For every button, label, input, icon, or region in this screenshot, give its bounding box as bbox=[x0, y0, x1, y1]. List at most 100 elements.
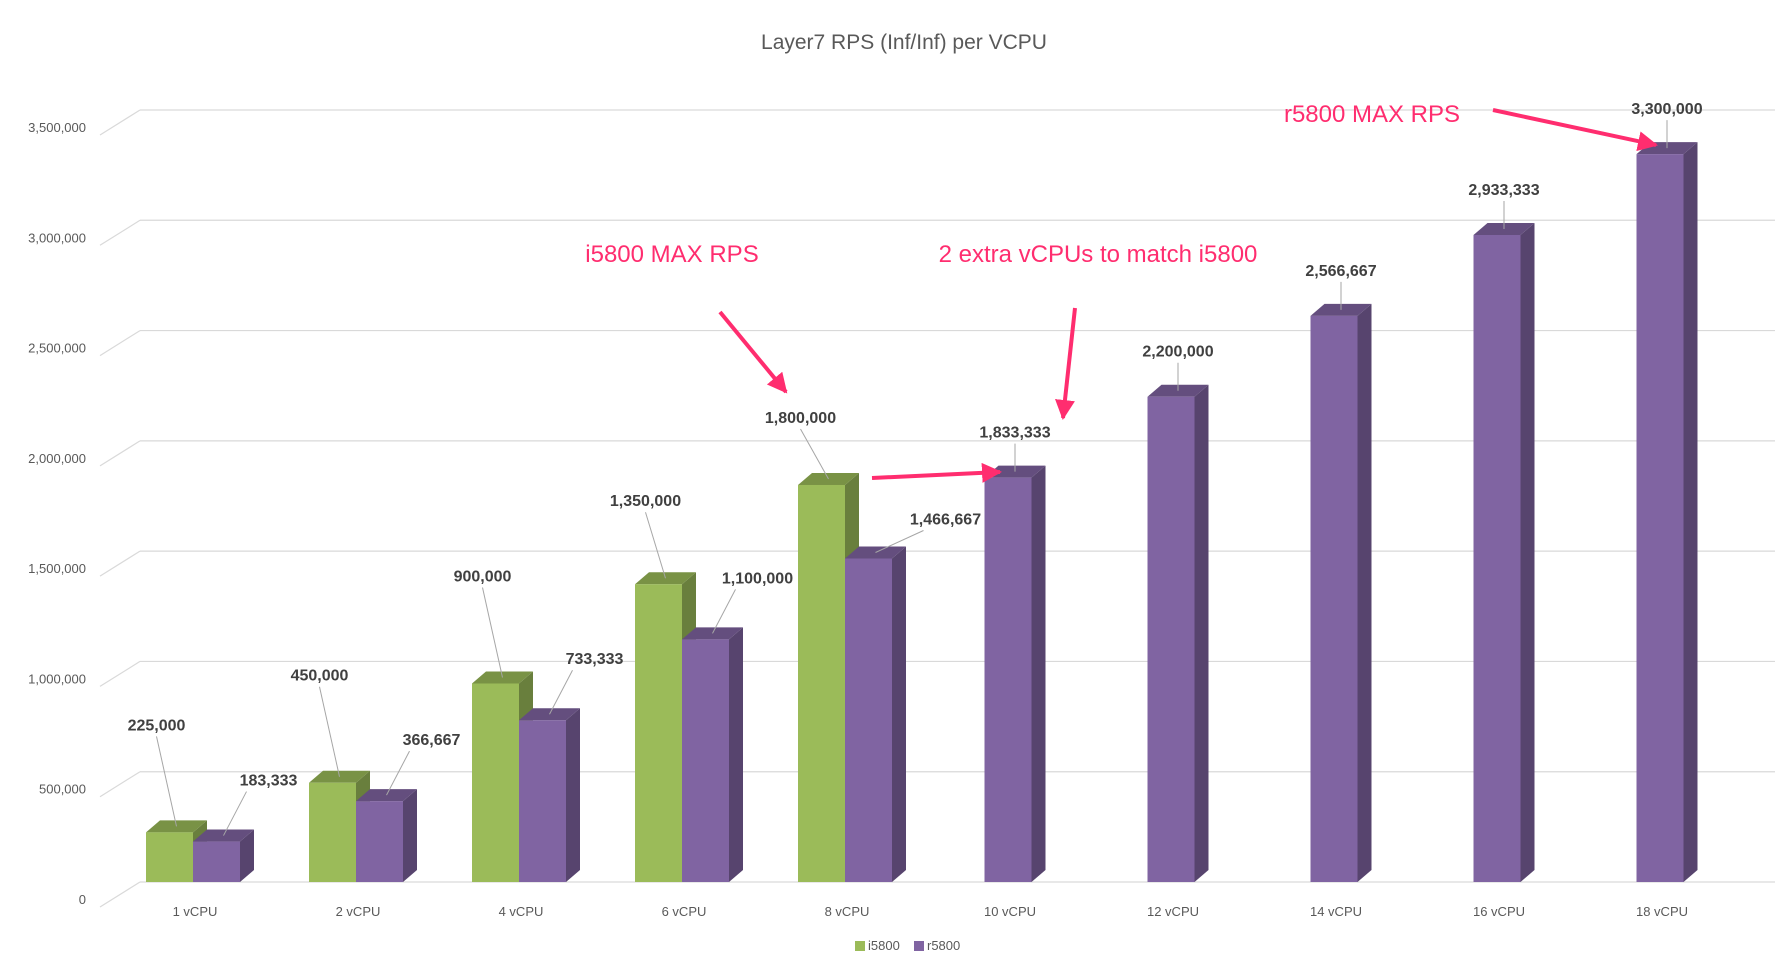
y-tick-label: 1,500,000 bbox=[28, 561, 86, 576]
bar-front bbox=[682, 639, 729, 882]
gridline-depth bbox=[99, 109, 141, 136]
y-tick-label: 2,500,000 bbox=[28, 341, 86, 356]
data-label: 900,000 bbox=[454, 568, 512, 585]
gridline-depth bbox=[99, 660, 141, 687]
y-tick-label: 0 bbox=[79, 892, 86, 907]
bar-side bbox=[1194, 384, 1209, 882]
bar-front bbox=[309, 782, 356, 882]
annotation-match-arrow bbox=[871, 462, 1002, 483]
data-label: 2,566,667 bbox=[1305, 263, 1376, 280]
bar-side bbox=[892, 546, 906, 882]
gridline-depth bbox=[99, 550, 141, 577]
x-tick-label: 1 vCPU bbox=[173, 904, 218, 919]
bar-r5800-18-vcpu[interactable] bbox=[1636, 142, 1698, 883]
leader-line bbox=[875, 530, 924, 553]
annotation-1: i5800 MAX RPS bbox=[585, 241, 788, 394]
leader-line bbox=[386, 750, 410, 796]
bar-r5800-10-vcpu[interactable] bbox=[984, 465, 1046, 882]
data-label: 1,350,000 bbox=[610, 493, 681, 510]
data-label: 3,300,000 bbox=[1631, 101, 1702, 118]
bar-r5800-6-vcpu[interactable] bbox=[682, 627, 743, 882]
bar-front bbox=[356, 801, 403, 882]
bar-r5800-8-vcpu[interactable] bbox=[845, 546, 906, 882]
legend: i5800 r5800 bbox=[855, 938, 960, 953]
bar-front bbox=[1473, 234, 1521, 883]
legend-label: i5800 bbox=[868, 938, 900, 953]
legend-item-r5800: r5800 bbox=[914, 938, 960, 953]
bar-r5800-12-vcpu[interactable] bbox=[1147, 384, 1209, 882]
x-tick-label: 10 vCPU bbox=[984, 904, 1036, 919]
annotation-arrow bbox=[871, 462, 1002, 483]
gridline-depth bbox=[99, 881, 141, 908]
x-tick-label: 14 vCPU bbox=[1310, 904, 1362, 919]
x-tick-label: 6 vCPU bbox=[662, 904, 707, 919]
leader-line bbox=[156, 736, 177, 827]
legend-swatch bbox=[855, 941, 865, 951]
bar-side bbox=[729, 627, 743, 882]
bar-r5800-4-vcpu[interactable] bbox=[519, 708, 580, 882]
leader-line bbox=[549, 670, 573, 715]
y-tick-label: 1,000,000 bbox=[28, 671, 86, 686]
bar-front bbox=[1147, 396, 1195, 882]
bar-front bbox=[1310, 315, 1358, 883]
bar-front bbox=[845, 558, 892, 882]
legend-swatch bbox=[914, 941, 924, 951]
leader-line bbox=[482, 587, 503, 678]
data-label: 1,466,667 bbox=[910, 511, 981, 528]
bar-r5800-16-vcpu[interactable] bbox=[1473, 222, 1535, 883]
data-label: 1,833,333 bbox=[979, 425, 1050, 442]
y-tick-label: 3,500,000 bbox=[28, 120, 86, 135]
gridline-depth bbox=[99, 771, 141, 798]
bar-side bbox=[1357, 303, 1372, 883]
x-tick-label: 16 vCPU bbox=[1473, 904, 1525, 919]
bar-side bbox=[566, 708, 580, 882]
bar-front bbox=[193, 841, 240, 882]
leader-line bbox=[712, 589, 736, 634]
legend-item-i5800: i5800 bbox=[855, 938, 900, 953]
bar-r5800-14-vcpu[interactable] bbox=[1310, 303, 1372, 883]
data-label: 733,333 bbox=[566, 651, 624, 668]
bar-front bbox=[984, 477, 1032, 882]
data-label: 2,933,333 bbox=[1468, 182, 1539, 199]
annotation-text: 2 extra vCPUs to match i5800 bbox=[939, 241, 1258, 268]
legend-label: r5800 bbox=[927, 938, 960, 953]
bar-side bbox=[1031, 465, 1046, 882]
data-label: 450,000 bbox=[291, 668, 349, 685]
gridline-depth bbox=[99, 440, 141, 467]
y-tick-label: 3,000,000 bbox=[28, 230, 86, 245]
bar-front bbox=[635, 584, 682, 882]
leader-line bbox=[223, 791, 247, 836]
annotation-text: r5800 MAX RPS bbox=[1284, 101, 1460, 128]
bar-r5800-1-vcpu[interactable] bbox=[193, 829, 254, 882]
bar-front bbox=[146, 832, 193, 882]
annotation-3: r5800 MAX RPS bbox=[1284, 101, 1658, 151]
annotation-text: i5800 MAX RPS bbox=[585, 241, 758, 268]
bar-front bbox=[798, 484, 845, 882]
annotation-2: 2 extra vCPUs to match i5800 bbox=[939, 241, 1258, 420]
bar-front bbox=[1636, 154, 1684, 883]
data-label: 2,200,000 bbox=[1142, 344, 1213, 361]
bar-side bbox=[1683, 142, 1698, 883]
bar-r5800-2-vcpu[interactable] bbox=[356, 789, 417, 882]
x-tick-label: 2 vCPU bbox=[336, 904, 381, 919]
chart-title: Layer7 RPS (Inf/Inf) per VCPU bbox=[761, 31, 1047, 54]
data-label: 1,100,000 bbox=[722, 570, 793, 587]
y-tick-label: 2,000,000 bbox=[28, 451, 86, 466]
bar-side bbox=[1520, 222, 1535, 883]
annotation-arrow bbox=[1492, 108, 1658, 151]
bar-side bbox=[240, 829, 254, 882]
data-label: 1,800,000 bbox=[765, 410, 836, 427]
gridline-depth bbox=[99, 330, 141, 357]
leader-line bbox=[645, 512, 666, 579]
data-label: 225,000 bbox=[128, 717, 186, 734]
data-label: 366,667 bbox=[403, 732, 461, 749]
x-tick-label: 18 vCPU bbox=[1636, 904, 1688, 919]
annotation-arrow bbox=[1055, 307, 1077, 420]
gridline-depth bbox=[99, 219, 141, 246]
data-label: 183,333 bbox=[240, 773, 298, 790]
x-tick-label: 12 vCPU bbox=[1147, 904, 1199, 919]
y-tick-label: 500,000 bbox=[39, 782, 86, 797]
bar-front bbox=[472, 683, 519, 882]
